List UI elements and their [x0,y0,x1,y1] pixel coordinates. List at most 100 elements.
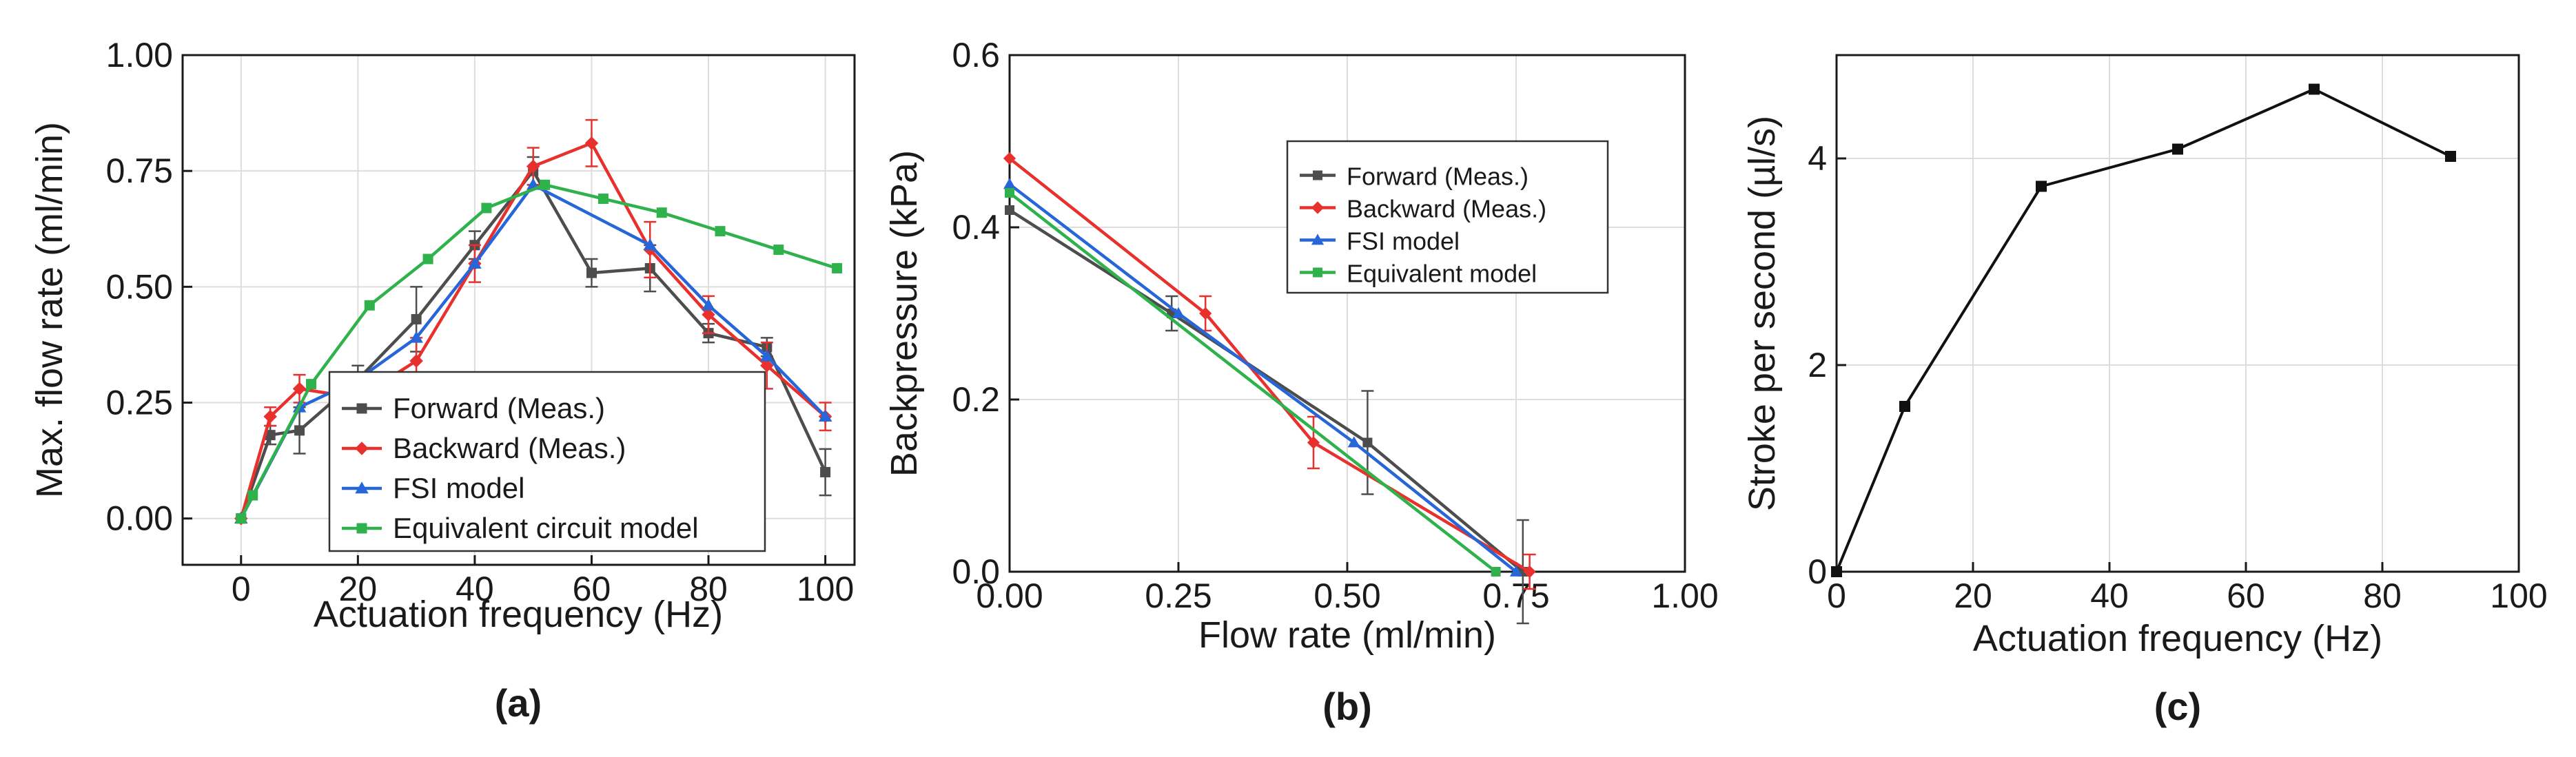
x-tick-label: 1.00 [1651,577,1718,615]
data-point [2309,83,2320,95]
x-tick-label: 0.00 [976,577,1043,615]
y-axis-title: Max. flow rate (ml/min) [29,122,70,498]
y-axis-title: Stroke per second (µl/s) [1741,116,1783,511]
y-tick-label: 0.2 [952,380,1000,419]
legend-label: FSI model [1347,227,1460,256]
legend-label: Equivalent circuit model [393,512,699,544]
legend-label: Backward (Meas.) [393,432,626,464]
panel-label: (a) [495,681,542,725]
data-point [540,179,551,190]
data-point [760,349,774,362]
data-point [820,466,831,477]
data-point [265,430,276,441]
y-tick-label: 0.6 [952,36,1000,74]
data-point [236,513,247,524]
data-point [409,354,423,368]
data-point [422,253,433,265]
legend-swatch-marker [356,403,367,414]
y-tick-label: 0.75 [106,152,173,190]
legend-swatch-marker [356,523,367,534]
panel-label: (b) [1322,685,1372,728]
y-tick-label: 0.0 [952,552,1000,591]
x-tick-label: 20 [339,570,378,608]
legend-label: Forward (Meas.) [1347,163,1529,191]
data-point [1899,401,1910,412]
y-tick-label: 4 [1808,139,1827,178]
data-point [526,159,540,174]
data-point [481,203,492,214]
data-point [263,409,277,424]
x-tick-label: 20 [1954,577,1992,615]
x-axis-title: Actuation frequency (Hz) [314,594,723,635]
x-tick-label: 0 [232,570,251,608]
legend-swatch-marker [355,442,369,455]
data-point [643,238,657,251]
data-point [1362,437,1373,448]
data-point [364,300,375,311]
data-point [306,379,317,390]
x-tick-label: 40 [456,570,494,608]
data-point [586,267,597,278]
data-point [597,194,609,205]
legend-swatch-marker [1313,170,1322,180]
data-point [702,307,715,322]
data-point [1005,188,1014,198]
y-tick-label: 1.00 [106,36,173,74]
data-point [468,256,482,269]
data-point [1509,565,1523,577]
series-line [239,141,827,519]
series-line [1008,157,1531,573]
legend-label: Equivalent model [1347,260,1537,288]
data-point [1523,565,1536,579]
x-tick-label: 100 [2490,577,2547,615]
chart-b: 0.00 0.25 0.50 0.75 1.00 0.0 0.2 0.4 0.6 Flow rat… [883,36,1719,728]
data-point [1003,178,1016,189]
x-tick-label: 0.75 [1482,577,1549,615]
x-tick-label: 80 [2363,577,2402,615]
series-line [1008,183,1517,573]
data-point [1347,436,1360,448]
data-point [409,331,423,343]
series-line [1835,87,2451,572]
x-axis-title: Actuation frequency (Hz) [1973,618,2382,659]
series-0 [1831,83,2456,577]
data-point [2172,143,2183,155]
series-line [1008,209,1524,573]
y-tick-label: 0.00 [106,499,173,538]
legend-box [328,371,766,552]
legend: Forward (Meas.) Backward (Meas.) FSI model… [1286,140,1609,294]
legend-swatch-marker [355,481,369,494]
x-tick-label: 40 [2090,577,2129,615]
chart-a: 0 20 40 60 80 100 0.00 0.25 0.50 0.75 1.00 Actuatio… [29,36,856,725]
data-point [1003,152,1016,165]
data-point [1172,307,1185,318]
data-point [2036,180,2047,192]
y-axis-title: Backpressure (kPa) [883,150,925,477]
y-tick-label: 0.4 [952,208,1000,247]
data-point [832,262,843,273]
data-point [818,409,832,422]
series-2 [1003,178,1523,577]
x-tick-label: 0.50 [1313,577,1380,615]
data-point [702,298,715,311]
series-3 [1005,188,1501,577]
data-point [1307,436,1320,449]
y-tick-label: 0 [1808,552,1827,591]
series-line [1008,191,1497,573]
legend-swatch-marker [1311,234,1325,245]
chart-c: 0 20 40 60 80 100 0 2 4 Actuation frequency (Hz) S… [1741,54,2548,728]
y-tick-label: 2 [1808,346,1827,384]
legend-swatch-marker [1311,201,1325,214]
x-tick-label: 60 [2227,577,2265,615]
axes-frame [1835,54,2520,573]
legend: Forward (Meas.) Backward (Meas.) FSI model… [328,371,766,552]
x-tick-label: 0 [1827,577,1846,615]
series-3 [236,179,843,524]
series-line [239,183,838,519]
x-tick-label: 80 [689,570,728,608]
legend-swatch-marker [1313,267,1322,278]
legend-label: Backward (Meas.) [1347,195,1546,223]
x-tick-label: 100 [797,570,854,608]
data-point [760,358,774,373]
